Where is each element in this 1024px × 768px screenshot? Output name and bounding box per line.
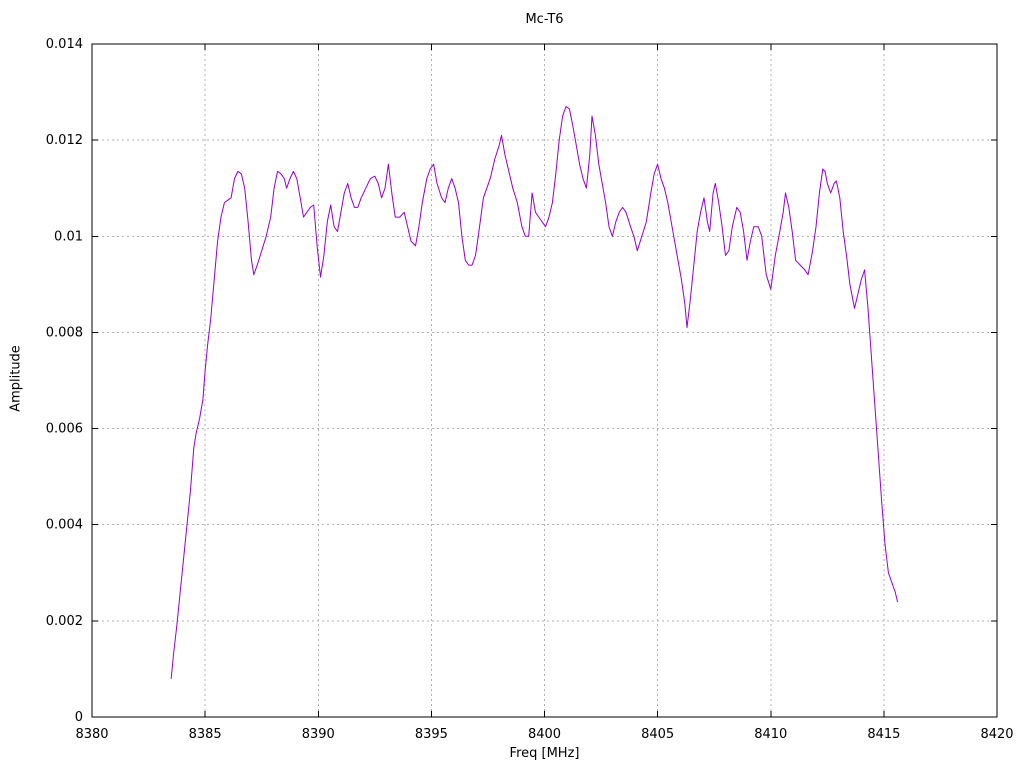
x-tick-label: 8405	[641, 727, 674, 742]
y-tick-label: 0.014	[46, 37, 83, 52]
x-tick-label: 8390	[302, 727, 335, 742]
y-tick-label: 0.006	[46, 422, 83, 437]
x-axis-label: Freq [MHz]	[509, 746, 580, 761]
y-tick-label: 0.01	[54, 229, 83, 244]
data-line	[170, 106, 898, 679]
y-tick-label: 0	[75, 710, 83, 725]
y-tick-label: 0.004	[46, 518, 83, 533]
chart-title: Mc-T6	[525, 12, 564, 27]
x-tick-label: 8410	[754, 727, 787, 742]
y-tick-label: 0.012	[46, 133, 83, 148]
y-tick-label: 0.008	[46, 325, 83, 340]
x-tick-label: 8420	[980, 727, 1013, 742]
x-tick-label: 8385	[189, 727, 222, 742]
x-tick-label: 8380	[75, 727, 108, 742]
x-tick-label: 8395	[415, 727, 448, 742]
y-tick-label: 0.002	[46, 614, 83, 629]
x-tick-label: 8400	[528, 727, 561, 742]
x-tick-label: 8415	[867, 727, 900, 742]
